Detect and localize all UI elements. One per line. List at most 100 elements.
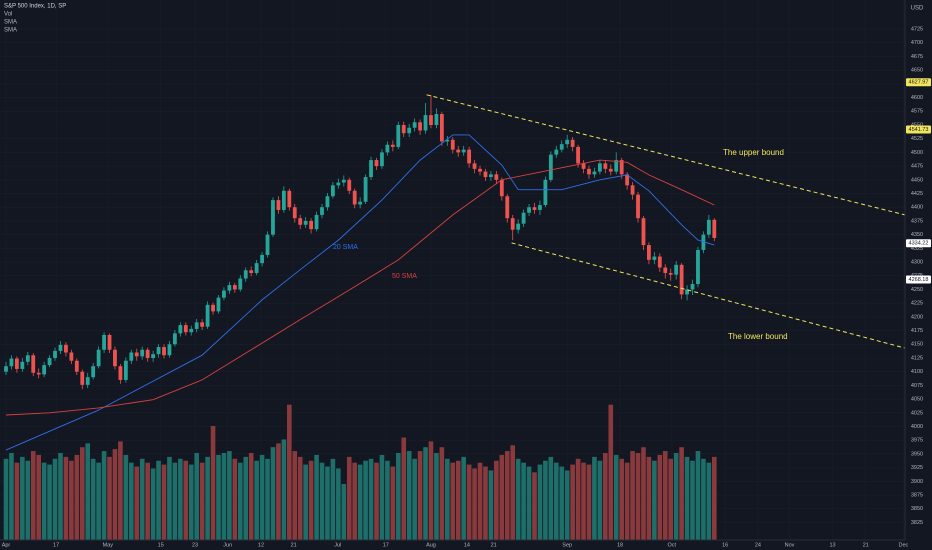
candle-body	[276, 200, 281, 210]
volume-bar	[123, 454, 129, 540]
x-tick-label: 16	[722, 542, 728, 548]
candle-body	[309, 220, 314, 230]
candle-body	[238, 278, 243, 290]
candle-body	[581, 163, 586, 169]
candle-body	[352, 190, 357, 205]
volume-bar	[652, 460, 657, 540]
candle-body	[603, 163, 608, 169]
y-tick-label: 4725	[911, 27, 923, 33]
volume-bar	[270, 447, 276, 540]
volume-bar	[341, 483, 347, 540]
volume-bar	[96, 462, 101, 540]
volume-bar	[9, 453, 14, 540]
volume-bar	[466, 464, 472, 540]
x-tick-label: Apr	[2, 542, 11, 548]
volume-bar	[352, 462, 358, 540]
candle-body	[690, 283, 695, 290]
y-tick-label: 4450	[911, 177, 923, 183]
candle-body	[123, 360, 128, 380]
candle-body	[439, 114, 444, 142]
candle-body	[363, 177, 368, 202]
x-tick-label: 13	[829, 542, 835, 548]
volume-bar	[139, 458, 145, 540]
volume-bar	[243, 456, 249, 540]
candle-body	[25, 355, 30, 362]
volume-bar	[248, 453, 254, 540]
candle-body	[189, 328, 194, 333]
candle-body	[265, 234, 270, 255]
y-tick-label: 4575	[911, 109, 923, 115]
volume-bar	[701, 458, 706, 540]
candle-body	[538, 205, 542, 210]
candle-body	[380, 152, 384, 167]
candle-body	[390, 144, 395, 147]
candles	[4, 94, 717, 390]
volume-bar	[314, 454, 319, 540]
candle-body	[374, 160, 379, 167]
candle-body	[341, 179, 346, 183]
volume-bar	[237, 462, 243, 540]
candle-body	[401, 124, 406, 134]
y-tick-label: 4600	[911, 95, 923, 101]
candle-body	[74, 360, 79, 372]
volume-bar	[150, 468, 156, 540]
y-tick-label: 3975	[911, 438, 923, 444]
candle-body	[516, 223, 521, 230]
candle-body	[260, 254, 264, 264]
price-tag-label: 4627.97	[909, 80, 929, 86]
volume-bar	[379, 454, 385, 540]
y-tick-label: 4500	[911, 150, 923, 156]
volume-bar	[30, 451, 36, 540]
candle-body	[134, 352, 139, 357]
y-tick-label: 4225	[911, 301, 923, 307]
y-tick-label: 4550	[911, 122, 923, 128]
candle-body	[614, 160, 619, 172]
candle-body	[9, 358, 14, 367]
trendline-label: The upper bound	[723, 148, 784, 157]
volume-bar	[548, 456, 554, 540]
volume-bar	[41, 462, 47, 540]
candle-body	[505, 196, 510, 219]
volume-bar	[521, 462, 526, 540]
volume-bar	[281, 439, 287, 540]
volume-bar	[673, 453, 679, 540]
indicator-label: SMA	[4, 20, 17, 26]
candle-body	[483, 171, 488, 178]
candle-body	[434, 114, 439, 125]
candle-body	[674, 264, 679, 275]
candle-body	[407, 127, 412, 134]
candle-body	[510, 218, 515, 230]
candle-body	[347, 179, 352, 191]
candle-body	[211, 304, 215, 312]
volume-bar	[526, 466, 532, 540]
volume-bar	[575, 458, 581, 540]
volume-bar	[679, 447, 684, 540]
x-tick-label: Jun	[223, 542, 232, 548]
volume-bar	[254, 460, 259, 540]
y-tick-label: 4200	[911, 314, 923, 320]
volume-bar	[69, 460, 74, 540]
volume-bar	[363, 460, 368, 540]
volume-bar	[129, 462, 134, 540]
volume-bar	[276, 443, 281, 540]
x-tick-label: 21	[863, 542, 869, 548]
candle-body	[619, 160, 624, 175]
y-tick-label: 4100	[911, 369, 923, 375]
y-tick-label: 4000	[911, 424, 923, 430]
candle-body	[31, 355, 36, 373]
candle-body	[200, 322, 205, 327]
volume-bar	[559, 466, 565, 540]
volume-bar	[477, 462, 483, 540]
y-tick-label: 3900	[911, 479, 923, 485]
volume-bar	[428, 441, 434, 540]
y-tick-label: 4650	[911, 68, 923, 74]
candle-body	[412, 122, 417, 128]
candle-body	[118, 366, 123, 380]
volume-bar	[624, 462, 630, 540]
volume-bar	[657, 454, 663, 540]
candle-body	[183, 325, 188, 333]
volume-bar	[532, 472, 537, 540]
volume-bar	[439, 447, 445, 540]
candle-body	[14, 358, 19, 369]
volume-bar	[161, 464, 167, 540]
